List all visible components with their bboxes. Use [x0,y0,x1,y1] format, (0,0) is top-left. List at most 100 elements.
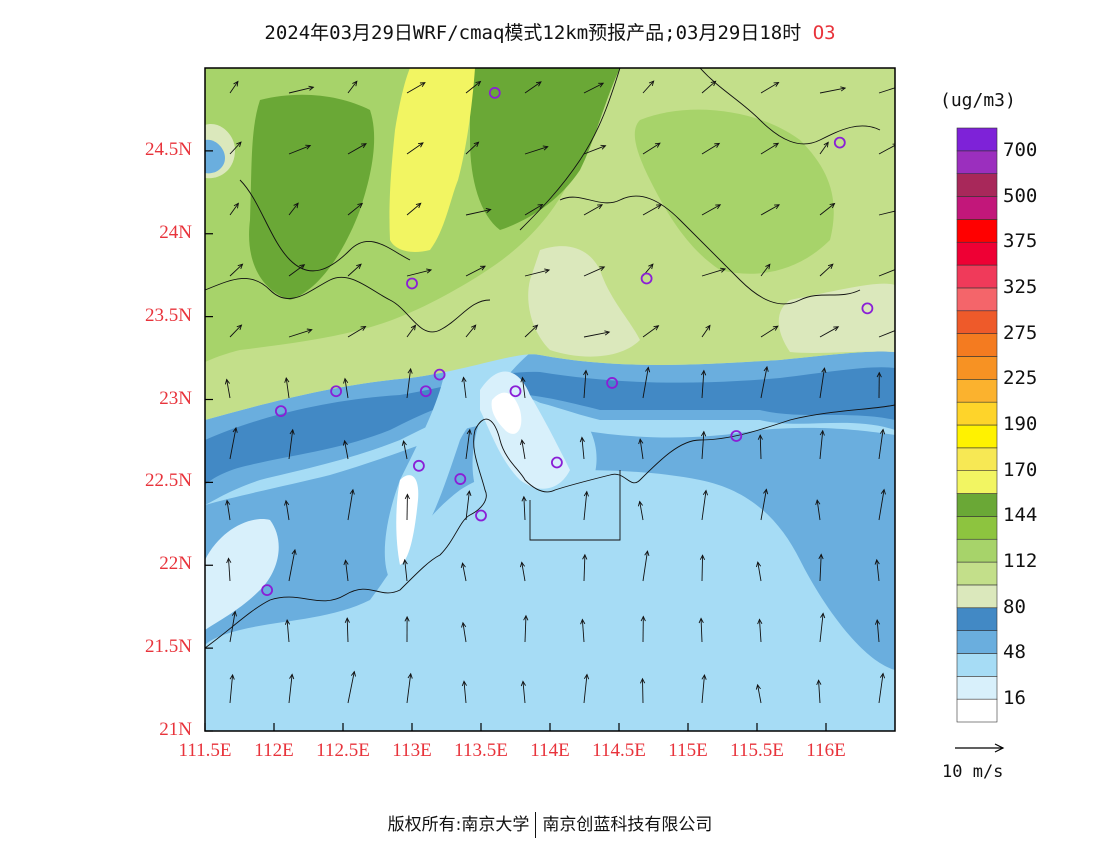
wind-vector [819,87,846,94]
wind-vector-head [466,490,472,496]
wind-vector [229,263,243,277]
wind-vector [583,331,610,338]
legend-unit: (ug/m3) [940,90,1016,111]
wind-vector [819,326,839,338]
wind-vector [523,496,526,521]
contour-band-160-170 [389,68,475,252]
wind-vector [406,142,424,155]
wind-vector-head [656,204,662,210]
colorbar [956,127,998,723]
colorbar-swatch [956,379,998,403]
station-marker [861,302,874,315]
wind-reference-label: 10 m/s [942,762,1004,782]
station-marker [274,405,287,418]
wind-vector-head [357,202,364,209]
lat-tick-label: 21N [159,719,192,740]
wind-vector-head [404,493,410,500]
wind-vector-head [475,80,482,87]
title-text: 2024年03月29日WRF/cmaq模式12km预报产品;03月29日18时 [264,22,802,44]
wind-vector-head [237,263,244,270]
station-marker [475,509,487,522]
lon-tick-label: 112E [254,740,294,761]
wind-vector-head [773,142,780,148]
lat-tick-label: 23.5N [145,304,192,326]
wind-vector-head [233,202,239,209]
wind-vector [521,562,526,582]
wind-vector-head [763,488,769,495]
colorbar-label: 80 [1003,595,1026,618]
wind-vector-head [772,325,779,331]
colorbar-swatch [956,653,998,677]
wind-vector [581,619,585,643]
station-marker [488,86,501,99]
wind-vector-head [833,326,840,332]
colorbar-swatch [956,150,998,174]
wind-vector-head [537,203,544,209]
wind-vector-head [823,141,829,148]
colorbar-swatch [956,333,998,357]
lat-tick-label: 23N [159,387,192,409]
wind-vector-head [648,263,654,270]
wind-vector-head [544,268,551,274]
wind-vector-head [404,615,410,622]
wind-vector-head [284,376,290,383]
wind-vector [403,440,408,460]
colorbar-swatch [956,310,998,334]
colorbar-swatch [956,698,998,723]
station-marker [433,368,446,381]
colorbar-label: 16 [1003,687,1026,710]
wind-vector-head [229,673,235,680]
wind-vector-head [705,324,711,331]
wind-vector-head [815,499,821,506]
wind-vector-head [293,202,299,209]
wind-vector-head [343,377,349,384]
wind-vector-head [763,365,769,372]
wind-vector-head [755,561,762,568]
wind-vector [285,377,290,399]
wind-vector [701,142,720,155]
wind-vector-head [306,328,313,334]
wind-vector-head [874,558,880,565]
wind-vector [344,378,349,399]
colorbar-label: 275 [1003,321,1038,344]
contour-band-80-96-east [778,283,895,353]
colorbar-swatch [956,584,998,609]
wind-vector-head [604,330,611,336]
wind-vector-head [226,557,232,564]
wind-vector-head [876,371,882,378]
wind-vector [757,684,762,704]
colorbar-label: 112 [1003,550,1038,573]
wind-vector-head [520,680,526,687]
wind-vector [521,439,526,460]
contour-band-lt16-west [396,475,419,565]
lon-tick-label: 113.5E [454,740,508,761]
wind-vector-head [879,428,886,435]
station-marker [419,385,432,398]
wind-vector-head [820,612,826,619]
wind-vector-head [597,204,604,210]
wind-vector [818,680,821,704]
lon-tick-label: 113E [392,740,432,761]
contour-band-lt16 [491,392,522,434]
wind-vector [701,555,704,582]
coastline-lines [205,68,895,649]
wind-vector [759,435,762,460]
wind-vector [819,368,825,399]
wind-vector-head [640,615,646,622]
wind-vector [347,489,354,521]
contour-band-48-64 [205,420,895,670]
wind-vector-head [829,202,836,209]
wind-vector [522,681,526,704]
wind-vector [462,563,467,582]
station-markers [261,86,874,597]
wind-vector-head [583,369,589,376]
wind-vector-head [415,202,422,209]
boundary-line [519,68,621,231]
wind-vector [757,562,762,582]
wind-vectors [224,80,895,704]
wind-vector [286,620,290,643]
contour-band-128-144-east [634,109,834,274]
wind-vector [642,325,659,338]
wind-vector [583,370,587,399]
lon-tick-label: 114E [530,740,570,761]
